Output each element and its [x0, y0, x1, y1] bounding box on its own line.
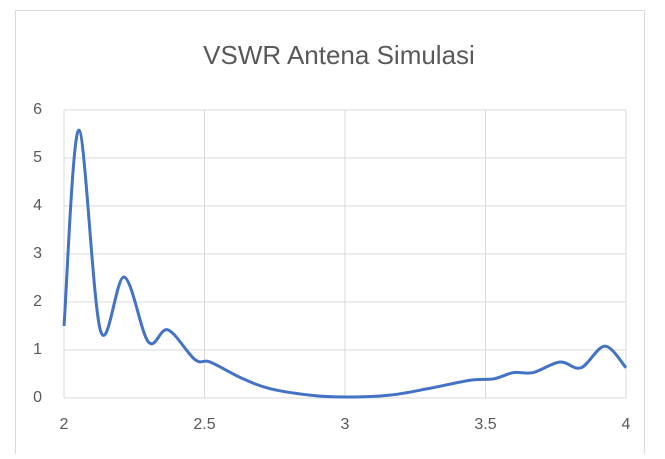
- y-tick-label: 0: [33, 389, 42, 406]
- x-tick-label: 4: [622, 416, 631, 433]
- x-tick-label: 2.5: [193, 416, 215, 433]
- y-tick-label: 1: [33, 341, 42, 358]
- line-series: [62, 128, 628, 399]
- y-tick-label: 5: [33, 149, 42, 166]
- y-tick-label: 3: [33, 245, 42, 262]
- chart-frame: [15, 10, 645, 459]
- y-tick-label: 4: [33, 197, 42, 214]
- x-tick-label: 3: [341, 416, 350, 433]
- chart-title: VSWR Antena Simulasi: [203, 40, 475, 70]
- y-tick-label: 2: [33, 293, 42, 310]
- x-tick-label: 2: [60, 416, 69, 433]
- x-tick-label: 3.5: [474, 416, 496, 433]
- y-tick-label: 6: [33, 101, 42, 118]
